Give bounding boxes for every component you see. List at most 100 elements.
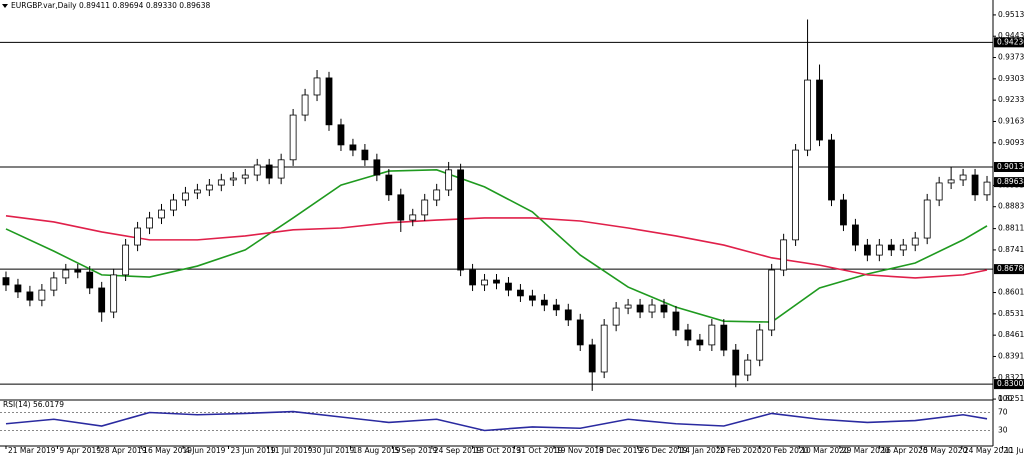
candle-body bbox=[26, 291, 34, 301]
candle-body bbox=[409, 214, 417, 221]
candle-body bbox=[241, 174, 249, 179]
candle-body bbox=[253, 164, 261, 176]
candle-body bbox=[469, 269, 476, 286]
candle-body bbox=[38, 289, 46, 301]
rsi-tick-label: 100 bbox=[998, 394, 1013, 403]
candle-body bbox=[875, 244, 883, 256]
x-tick-label: 10 Mar 2020 bbox=[801, 446, 849, 455]
candle-body bbox=[863, 244, 871, 256]
header-open: 0.89411 bbox=[79, 1, 110, 10]
x-tick-label: 24 May 2020 bbox=[964, 446, 1013, 455]
candle-body bbox=[373, 159, 381, 176]
candle-body bbox=[588, 344, 596, 373]
candle-body bbox=[385, 174, 393, 196]
candle-body bbox=[600, 324, 608, 373]
candle-body bbox=[361, 149, 369, 161]
candle-body bbox=[421, 199, 429, 216]
candle-body bbox=[792, 149, 799, 241]
level-label: 0.83002 bbox=[997, 379, 1024, 388]
rsi-tick-label: 30 bbox=[998, 426, 1008, 435]
candle-body bbox=[122, 244, 130, 276]
candle-body bbox=[182, 192, 189, 201]
candle-body bbox=[349, 144, 357, 151]
candle-body bbox=[289, 114, 297, 161]
candle-body bbox=[62, 269, 70, 279]
candle-body bbox=[397, 194, 405, 221]
header-low: 0.89330 bbox=[146, 1, 177, 10]
symbol: EURGBP.var,Daily bbox=[11, 1, 77, 10]
x-tick-label: 11 Jul 2019 bbox=[270, 446, 313, 455]
rsi-tick-label: 70 bbox=[998, 408, 1008, 417]
level-box bbox=[994, 37, 1024, 48]
candle-body bbox=[98, 287, 106, 313]
level-box bbox=[994, 264, 1024, 275]
candle-body bbox=[528, 295, 536, 301]
x-tick-label: 23 Jun 2019 bbox=[231, 446, 276, 455]
candle-body bbox=[505, 282, 512, 291]
candle-body bbox=[564, 309, 572, 321]
x-tick-label: 5 May 2020 bbox=[923, 446, 967, 455]
candle-body bbox=[576, 319, 584, 346]
candle-body bbox=[337, 124, 345, 146]
candle-body bbox=[313, 77, 321, 96]
candle-body bbox=[552, 304, 560, 311]
candle-body bbox=[732, 349, 740, 376]
candle-body bbox=[768, 269, 776, 331]
candle-body bbox=[935, 182, 943, 201]
candle-body bbox=[780, 239, 788, 271]
candle-body bbox=[517, 289, 524, 297]
candle-body bbox=[840, 199, 847, 226]
menu-arrow[interactable] bbox=[2, 4, 8, 8]
x-tick-label: 8 Dec 2019 bbox=[599, 446, 642, 455]
candle-body bbox=[899, 244, 907, 251]
rsi-line bbox=[5, 410, 988, 432]
candle-body bbox=[158, 209, 165, 219]
x-tick-label: 19 Nov 2019 bbox=[556, 446, 604, 455]
x-tick-label: 30 Jul 2019 bbox=[312, 446, 355, 455]
x-tick-label: 21 Mar 2019 bbox=[8, 446, 56, 455]
candle-body bbox=[445, 169, 453, 191]
x-tick-label: 5 Sep 2019 bbox=[394, 446, 437, 455]
candle-body bbox=[325, 77, 333, 126]
candle-body bbox=[756, 329, 764, 361]
x-tick-label: 13 Oct 2019 bbox=[475, 446, 522, 455]
level-box bbox=[994, 162, 1024, 173]
x-tick-label: 18 Aug 2019 bbox=[353, 446, 401, 455]
x-tick-label: 24 Sep 2019 bbox=[434, 446, 482, 455]
candle-body bbox=[110, 274, 118, 313]
candle-body bbox=[194, 189, 201, 194]
candle-body bbox=[828, 139, 835, 201]
moving-average bbox=[5, 169, 988, 323]
x-tick-label: 16 Apr 2020 bbox=[881, 446, 928, 455]
rsi-label: RSI(14) 56.0179 bbox=[3, 400, 64, 409]
x-tick-label: 9 Apr 2019 bbox=[59, 446, 101, 455]
header-high: 0.89694 bbox=[112, 1, 143, 10]
x-tick-label: 14 Jan 2020 bbox=[680, 446, 725, 455]
candle-body bbox=[217, 179, 225, 186]
candle-body bbox=[612, 307, 620, 326]
y-tick-label: 0.82510 bbox=[998, 394, 1024, 403]
candle-body bbox=[2, 277, 10, 286]
candle-body bbox=[624, 304, 632, 309]
candle-body bbox=[708, 324, 716, 346]
moving-average bbox=[5, 215, 988, 279]
candle-body bbox=[457, 169, 465, 271]
x-tick-label: 28 Apr 2019 bbox=[100, 446, 147, 455]
candle-body bbox=[636, 304, 644, 313]
candle-body bbox=[481, 279, 488, 286]
last-price-label: 0.89638 bbox=[997, 177, 1024, 186]
candle-body bbox=[493, 279, 500, 284]
x-tick-label: 31 Oct 2019 bbox=[516, 446, 563, 455]
candle-body bbox=[660, 304, 668, 313]
candle-body bbox=[301, 94, 309, 116]
candle-body bbox=[947, 179, 955, 184]
